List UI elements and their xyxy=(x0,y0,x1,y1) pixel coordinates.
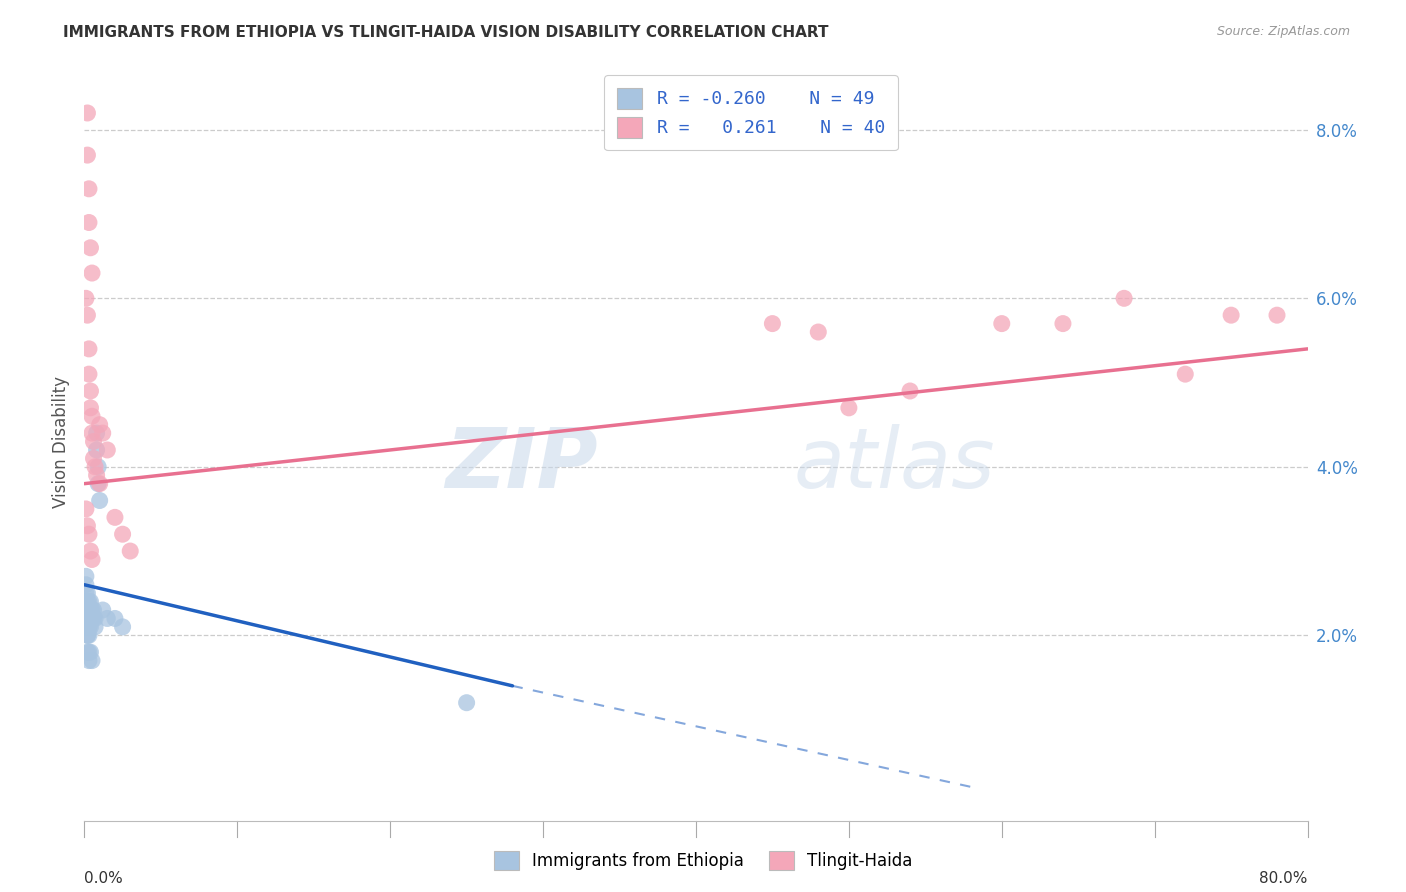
Point xyxy=(1220,308,1243,322)
Point xyxy=(84,620,107,634)
Point xyxy=(86,426,108,441)
Point xyxy=(80,426,103,441)
Text: Source: ZipAtlas.com: Source: ZipAtlas.com xyxy=(1216,25,1350,38)
Point xyxy=(761,317,783,331)
Point xyxy=(86,442,108,457)
Point xyxy=(77,594,100,608)
Point xyxy=(75,594,97,608)
Point xyxy=(838,401,860,415)
Point xyxy=(87,476,110,491)
Point xyxy=(79,594,101,608)
Point xyxy=(75,569,97,583)
Point xyxy=(104,611,127,625)
Point xyxy=(87,459,110,474)
Text: 0.0%: 0.0% xyxy=(84,871,124,886)
Point xyxy=(76,148,98,162)
Legend: R = -0.260    N = 49, R =   0.261    N = 40: R = -0.260 N = 49, R = 0.261 N = 40 xyxy=(605,75,897,151)
Point xyxy=(75,586,97,600)
Point xyxy=(75,620,97,634)
Point xyxy=(84,611,107,625)
Point xyxy=(75,611,97,625)
Point xyxy=(77,527,100,541)
Point xyxy=(79,401,101,415)
Point xyxy=(80,611,103,625)
Point xyxy=(89,417,111,432)
Point xyxy=(807,325,830,339)
Point xyxy=(77,182,100,196)
Point xyxy=(111,527,134,541)
Point xyxy=(75,611,97,625)
Point xyxy=(96,442,118,457)
Point xyxy=(1114,291,1136,305)
Point xyxy=(96,611,118,625)
Point xyxy=(77,620,100,634)
Legend: Immigrants from Ethiopia, Tlingit-Haida: Immigrants from Ethiopia, Tlingit-Haida xyxy=(486,844,920,877)
Point xyxy=(76,628,98,642)
Point xyxy=(80,611,103,625)
Point xyxy=(79,611,101,625)
Point xyxy=(76,620,98,634)
Point xyxy=(120,544,142,558)
Point xyxy=(91,426,114,441)
Point xyxy=(83,611,105,625)
Point xyxy=(80,654,103,668)
Point xyxy=(80,552,103,566)
Text: ZIP: ZIP xyxy=(446,424,598,505)
Point xyxy=(104,510,127,524)
Point xyxy=(75,291,97,305)
Point xyxy=(83,603,105,617)
Point xyxy=(83,451,105,466)
Point xyxy=(83,434,105,449)
Point xyxy=(77,367,100,381)
Y-axis label: Vision Disability: Vision Disability xyxy=(52,376,70,508)
Point xyxy=(79,603,101,617)
Text: atlas: atlas xyxy=(794,424,995,505)
Point xyxy=(79,544,101,558)
Point xyxy=(77,620,100,634)
Point xyxy=(84,459,107,474)
Point xyxy=(77,611,100,625)
Point xyxy=(79,645,101,659)
Point xyxy=(80,409,103,424)
Point xyxy=(77,603,100,617)
Point xyxy=(1265,308,1288,322)
Point xyxy=(86,468,108,483)
Point xyxy=(456,696,478,710)
Point xyxy=(76,586,98,600)
Point xyxy=(991,317,1014,331)
Point xyxy=(76,603,98,617)
Point xyxy=(77,628,100,642)
Point xyxy=(898,384,921,398)
Point xyxy=(79,384,101,398)
Point xyxy=(76,645,98,659)
Point xyxy=(80,266,103,280)
Point xyxy=(111,620,134,634)
Point xyxy=(77,645,100,659)
Point xyxy=(1052,317,1074,331)
Point xyxy=(77,215,100,229)
Point xyxy=(76,106,98,120)
Point xyxy=(76,620,98,634)
Point xyxy=(1174,367,1197,381)
Point xyxy=(76,611,98,625)
Point xyxy=(75,502,97,516)
Point xyxy=(79,241,101,255)
Point xyxy=(76,594,98,608)
Point xyxy=(76,308,98,322)
Point xyxy=(77,611,100,625)
Point xyxy=(89,476,111,491)
Point xyxy=(77,342,100,356)
Text: IMMIGRANTS FROM ETHIOPIA VS TLINGIT-HAIDA VISION DISABILITY CORRELATION CHART: IMMIGRANTS FROM ETHIOPIA VS TLINGIT-HAID… xyxy=(63,25,828,40)
Point xyxy=(80,603,103,617)
Point xyxy=(76,628,98,642)
Point xyxy=(75,603,97,617)
Text: 80.0%: 80.0% xyxy=(1260,871,1308,886)
Point xyxy=(77,654,100,668)
Point xyxy=(75,578,97,592)
Point xyxy=(76,518,98,533)
Point xyxy=(91,603,114,617)
Point xyxy=(79,620,101,634)
Point xyxy=(89,493,111,508)
